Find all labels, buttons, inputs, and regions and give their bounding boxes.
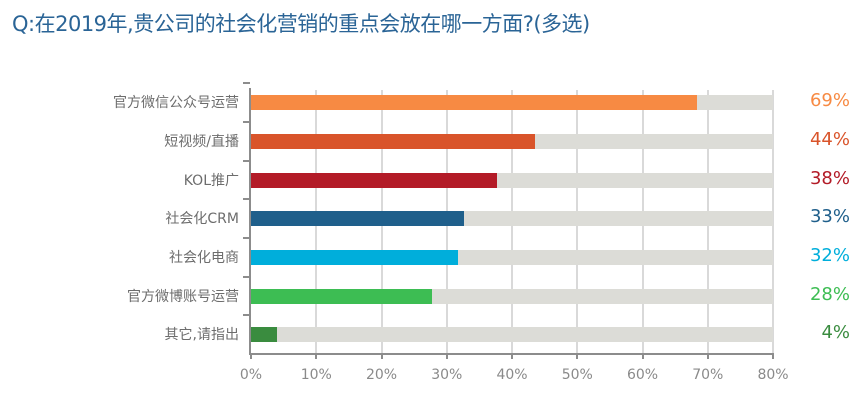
value-label: 33% [809,206,850,227]
category-label: 官方微博账号运营 [127,289,239,305]
bar [251,134,536,149]
x-tick-label: 30% [431,367,463,383]
value-label: 4% [821,322,850,343]
value-label: 32% [809,245,850,266]
y-tick [243,276,250,278]
x-tick-label: 60% [626,367,659,383]
bar [251,211,465,226]
bar-track [251,327,773,342]
gridline [772,90,774,353]
x-tick [445,353,448,359]
x-tick-label: 80% [757,367,789,383]
plot-area [251,90,774,353]
bar [251,173,497,188]
y-axis [249,88,251,355]
x-tick-label: 10% [300,367,332,383]
category-label: 其它,请指出 [164,327,239,343]
bar [251,250,458,265]
x-tick-label: 0% [239,367,263,383]
bar [251,289,432,304]
category-label: 短视频/直播 [164,134,239,150]
y-tick [243,121,250,123]
x-tick-label: 40% [496,367,528,383]
value-label: 38% [809,168,850,189]
x-tick-label: 70% [692,367,724,383]
x-tick [641,353,644,359]
x-tick [315,353,318,359]
x-tick-label: 20% [365,367,398,383]
y-tick [243,314,250,316]
x-tick [706,353,709,359]
y-tick [243,198,250,200]
x-tick [250,353,252,359]
category-label: 社会化CRM [165,211,239,227]
category-label: KOL推广 [183,173,239,189]
bar [251,327,277,342]
value-label: 69% [809,90,850,111]
x-tick [511,353,513,359]
x-tick-label: 50% [561,367,593,383]
value-label: 44% [809,129,850,150]
y-tick [243,237,250,239]
chart-title: Q:在2019年,贵公司的社会化营销的重点会放在哪一方面?(多选) [12,12,590,36]
x-tick [772,353,774,359]
value-label: 28% [809,284,850,305]
bar [251,95,697,110]
x-tick [380,353,383,359]
category-label: 社会化电商 [169,250,239,266]
x-tick [576,353,579,359]
y-tick [243,82,250,84]
category-label: 官方微信公众号运营 [113,95,239,111]
y-tick [243,160,250,162]
